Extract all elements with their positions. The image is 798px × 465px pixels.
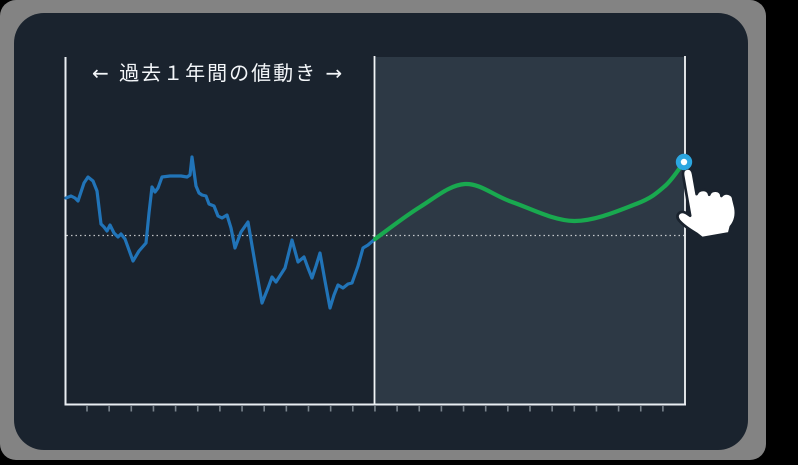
hand-pointer-icon: [676, 167, 738, 240]
past-year-price-line: [64, 155, 377, 310]
forecast-region: [374, 57, 685, 404]
chart-title: ← 過去１年間の値動き →: [92, 61, 345, 85]
projected-price-line: [372, 159, 687, 242]
current-point-marker-center: [680, 158, 688, 166]
